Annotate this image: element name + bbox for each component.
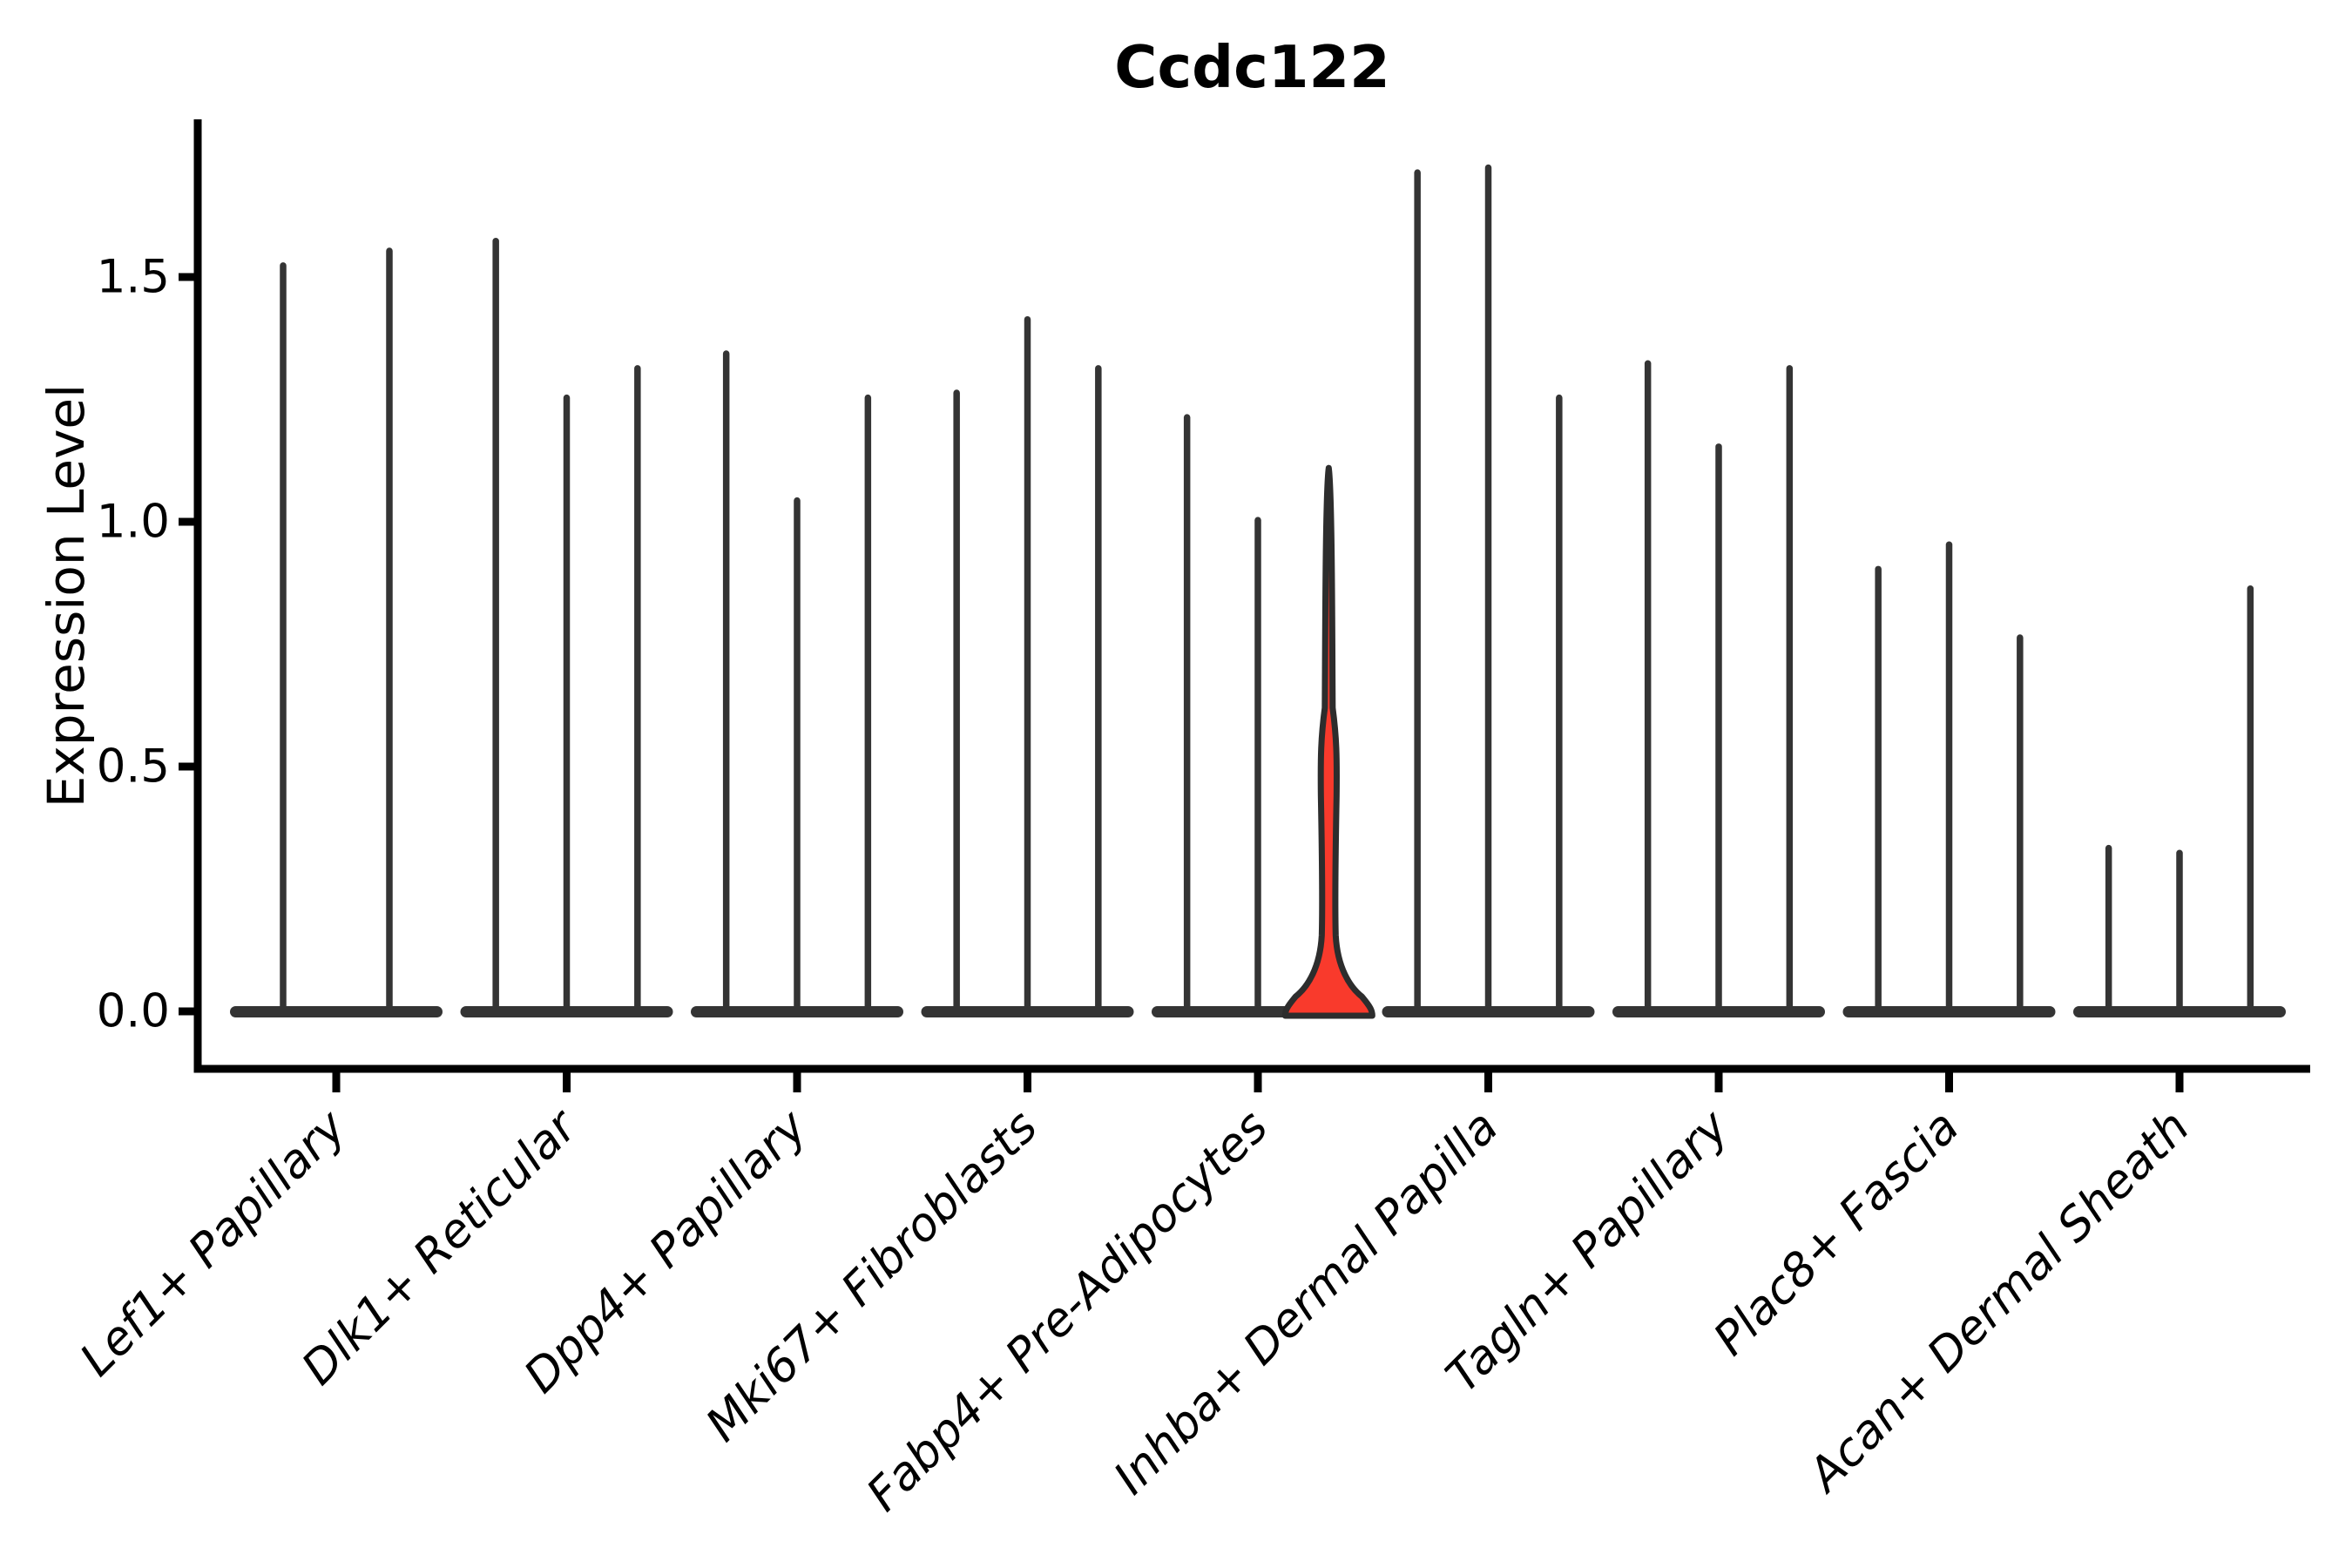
violin-spike bbox=[563, 394, 571, 1013]
violin-base-bar bbox=[1842, 1006, 2056, 1017]
violin-spike bbox=[722, 350, 730, 1013]
violin-spike bbox=[1945, 541, 1953, 1013]
violin-base-bar bbox=[2073, 1006, 2286, 1017]
violin-spike bbox=[1644, 360, 1652, 1013]
violin-spike bbox=[2105, 844, 2112, 1013]
x-tick-label: Plac8+ Fascia bbox=[1704, 1100, 1970, 1366]
x-tick-label: Inhba+ Dermal Papilla bbox=[1104, 1100, 1508, 1504]
violin-spike bbox=[1024, 315, 1031, 1014]
violin-base-bar bbox=[230, 1006, 443, 1017]
violin-group bbox=[1152, 414, 1375, 1019]
y-tick-label: 1.0 bbox=[97, 496, 170, 549]
violin-base-bar bbox=[1612, 1006, 1825, 1017]
y-tick-label: 1.5 bbox=[97, 251, 170, 304]
x-tick-label: Fabp4+ Pre-Adipocytes bbox=[857, 1100, 1279, 1522]
violin-spike bbox=[2017, 634, 2024, 1013]
violin-spike bbox=[1786, 365, 1794, 1013]
violin-spike bbox=[386, 247, 393, 1013]
violin-spike bbox=[1254, 517, 1261, 1013]
violin-spike bbox=[1556, 394, 1563, 1013]
violin-spike bbox=[1484, 164, 1492, 1014]
violin-spike bbox=[2176, 849, 2183, 1013]
violin-spike bbox=[864, 394, 872, 1013]
violin-spike bbox=[2247, 585, 2254, 1013]
violin-spike bbox=[634, 365, 641, 1013]
violin-group bbox=[1382, 164, 1595, 1017]
violin-group bbox=[460, 238, 673, 1017]
violin-spike bbox=[794, 497, 801, 1013]
chart-title: Ccdc122 bbox=[1114, 33, 1390, 101]
violin-base-bar bbox=[460, 1006, 673, 1017]
violin-group bbox=[691, 350, 903, 1017]
highlighted-violin bbox=[1281, 464, 1375, 1019]
violin-spike bbox=[280, 262, 287, 1013]
x-tick-label: Acan+ Dermal Sheath bbox=[1797, 1100, 2200, 1504]
violin-spike bbox=[1183, 414, 1191, 1013]
y-tick-label: 0.0 bbox=[97, 985, 170, 1038]
violin-base-bar bbox=[921, 1006, 1134, 1017]
violin-group bbox=[230, 247, 443, 1017]
violin-spike bbox=[1715, 443, 1722, 1014]
violin-spike bbox=[1095, 365, 1102, 1013]
violin-group bbox=[1612, 360, 1825, 1017]
violin-spike bbox=[492, 238, 499, 1013]
violin-spike bbox=[953, 389, 960, 1013]
violin-spike bbox=[1414, 169, 1421, 1014]
violin-base-bar bbox=[1382, 1006, 1595, 1017]
violin-group bbox=[921, 315, 1134, 1017]
violin-base-bar bbox=[691, 1006, 903, 1017]
violin-group bbox=[1842, 541, 2056, 1017]
violin-spike bbox=[1875, 565, 1882, 1013]
y-tick-label: 0.5 bbox=[97, 740, 170, 794]
violin-group bbox=[2073, 585, 2286, 1017]
